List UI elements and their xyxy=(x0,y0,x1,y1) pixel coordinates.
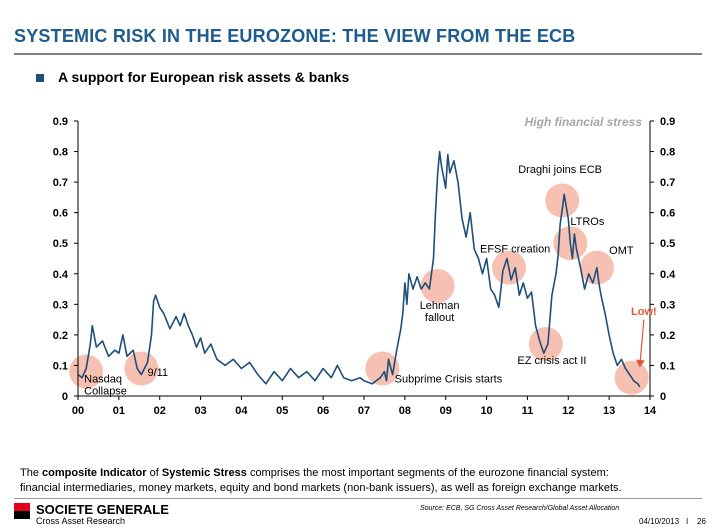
y-tick-label-left: 0 xyxy=(62,391,68,403)
chart-footnote: The composite Indicator of Systemic Stre… xyxy=(20,466,710,496)
annotation-line: Draghi joins ECB xyxy=(518,164,602,176)
logo-black-square-icon xyxy=(14,511,30,519)
y-tick-label-left: 0.8 xyxy=(53,147,68,159)
bullet-square-icon xyxy=(36,74,44,82)
page-number: 26 xyxy=(697,517,706,526)
x-tick-label: 12 xyxy=(562,405,574,417)
annotation-ez-crisis: EZ crisis act II xyxy=(517,355,586,367)
annotation-line: EFSF creation xyxy=(480,243,550,255)
annotation-9-11: 9/11 xyxy=(147,367,168,379)
y-tick-label-left: 0.7 xyxy=(53,177,68,189)
y-tick-label-left: 0.5 xyxy=(53,238,68,250)
brand-division: Cross Asset Research xyxy=(36,516,126,526)
annotation-line: EZ crisis act II xyxy=(517,355,586,367)
y-tick-label-left: 0.9 xyxy=(53,116,68,128)
annotation-nasdaq: Nasdaq Collapse xyxy=(84,373,127,397)
annotation-omt: OMT xyxy=(609,245,634,257)
y-tick-label-left: 0.1 xyxy=(53,360,68,372)
low-arrow-line xyxy=(639,319,645,366)
high-stress-label: High financial stress xyxy=(525,115,643,129)
footnote-start: The xyxy=(20,467,39,479)
page-title: SYSTEMIC RISK IN THE EUROZONE: THE VIEW … xyxy=(14,26,576,46)
annotation-efsf: EFSF creation xyxy=(480,243,550,255)
y-tick-label-right: 0.8 xyxy=(660,147,675,159)
x-tick-label: 11 xyxy=(522,405,534,417)
x-tick-label: 03 xyxy=(194,405,206,417)
annotation-line: 9/11 xyxy=(147,367,168,379)
x-tick-label: 08 xyxy=(399,405,411,417)
x-tick-label: 00 xyxy=(72,405,84,417)
y-tick-label-left: 0.6 xyxy=(53,208,68,220)
low-arrowhead-icon xyxy=(635,359,645,368)
y-tick-label-right: 0.9 xyxy=(660,116,675,128)
y-tick-label-left: 0.3 xyxy=(53,299,68,311)
highlight-lehman xyxy=(420,269,455,303)
slide-subtitle: A support for European risk assets & ban… xyxy=(58,69,350,85)
footer-divider xyxy=(14,498,702,499)
y-tick-label-right: 0.7 xyxy=(660,177,675,189)
x-tick-label: 07 xyxy=(358,405,370,417)
annotation-lehman: Lehman fallout xyxy=(420,300,460,324)
footnote-end: comprises the most important segments of… xyxy=(249,467,609,479)
title-divider xyxy=(14,53,702,55)
footnote-bold-2: Systemic Stress xyxy=(161,467,247,479)
stress-series-line xyxy=(77,150,641,388)
y-tick-label-right: 0.6 xyxy=(660,208,675,220)
x-tick-label: 10 xyxy=(480,405,492,417)
brand-name: SOCIETE GENERALE xyxy=(36,502,169,517)
y-tick-label-right: 0.2 xyxy=(660,330,675,342)
annotation-line: fallout xyxy=(425,312,454,324)
highlight-ez-crisis xyxy=(528,327,563,362)
annotation-line: Low! xyxy=(631,306,657,318)
systemic-stress-chart: 0 00.1 0.10.2 0.20.3 0.30.4 0.40.5 0.50.6 0.60.… xyxy=(53,115,676,417)
y-tick-label-right: 0.4 xyxy=(660,269,676,281)
annotation-draghi: Draghi joins ECB xyxy=(518,164,602,176)
y-tick-label-left: 0.2 xyxy=(53,330,68,342)
footnote-line-2: financial intermediaries, money markets,… xyxy=(20,482,622,494)
annotation-line: Collapse xyxy=(84,385,127,397)
highlight-9-11 xyxy=(124,351,159,386)
annotation-line: Lehman xyxy=(420,300,460,312)
y-tick-label-right: 0.1 xyxy=(660,360,675,372)
annotation-line: Subprime Crisis starts xyxy=(395,373,503,385)
annotation-line: Nasdaq xyxy=(84,373,122,385)
annotation-subprime: Subprime Crisis starts xyxy=(395,373,503,385)
highlight-subprime xyxy=(365,351,400,386)
y-tick-label-right: 0.3 xyxy=(660,299,675,311)
annotation-line: OMT xyxy=(609,245,634,257)
y-tick-label-right: 0 xyxy=(660,391,666,403)
annotation-ltros: LTROs xyxy=(570,216,605,228)
x-tick-label: 04 xyxy=(235,405,248,417)
source-note: Source: ECB, SG Cross Asset Research/Glo… xyxy=(420,505,620,512)
annotation-line: LTROs xyxy=(570,216,605,228)
annotation-low: Low! xyxy=(631,306,657,318)
x-tick-label: 09 xyxy=(440,405,452,417)
x-tick-label: 14 xyxy=(644,405,657,417)
highlight-draghi xyxy=(545,183,580,218)
footnote-mid: of xyxy=(149,467,159,479)
y-tick-label-left: 0.4 xyxy=(53,269,69,281)
footnote-bold-1: composite Indicator xyxy=(42,467,147,479)
footer-separator: I xyxy=(686,517,689,526)
x-tick-label: 13 xyxy=(603,405,615,417)
footer-date: 04/10/2013 xyxy=(639,517,680,526)
x-tick-label: 05 xyxy=(276,405,288,417)
x-tick-label: 02 xyxy=(154,405,166,417)
x-tick-label: 06 xyxy=(317,405,329,417)
x-tick-label: 01 xyxy=(113,405,125,417)
y-tick-label-right: 0.5 xyxy=(660,238,675,250)
